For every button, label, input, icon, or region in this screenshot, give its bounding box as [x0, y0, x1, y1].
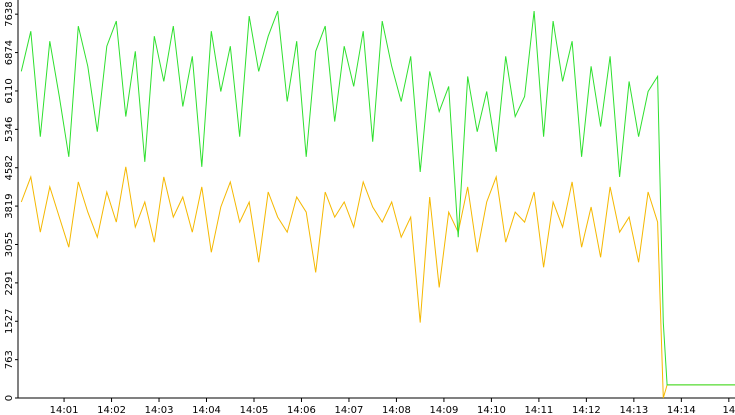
x-tick-label: 14:06	[287, 405, 316, 415]
x-tick-label: 14:12	[572, 405, 601, 415]
x-tick-label: 14:14	[667, 405, 696, 415]
x-tick-label: 14:11	[524, 405, 553, 415]
y-tick-label: 1527	[4, 309, 15, 334]
x-tick-label: 14:08	[382, 405, 411, 415]
x-tick-label: 14:03	[145, 405, 174, 415]
y-tick-label: 3819	[4, 193, 15, 218]
x-tick-label: 14:05	[240, 405, 269, 415]
x-tick-label: 14:01	[50, 405, 79, 415]
x-tick-label: 14:02	[97, 405, 126, 415]
x-tick-label: 14:10	[477, 405, 506, 415]
series-line	[20, 166, 735, 399]
x-tick-label: 14:13	[619, 405, 648, 415]
series-line	[20, 10, 735, 386]
y-tick-label: 2291	[4, 270, 15, 295]
x-tick-label: 14	[722, 405, 735, 415]
y-tick-label: 0	[4, 395, 15, 401]
y-tick-label: 3055	[4, 232, 15, 257]
y-tick-label: 7638	[4, 1, 15, 26]
y-tick-label: 5346	[4, 117, 15, 142]
y-tick-label: 4582	[4, 155, 15, 180]
y-tick-label: 6874	[4, 40, 15, 65]
x-tick-label: 14:07	[335, 405, 364, 415]
x-tick-label: 14:09	[430, 405, 459, 415]
x-tick-label: 14:04	[192, 405, 221, 415]
y-tick-label: 763	[4, 350, 15, 369]
y-tick-label: 6110	[4, 78, 15, 103]
